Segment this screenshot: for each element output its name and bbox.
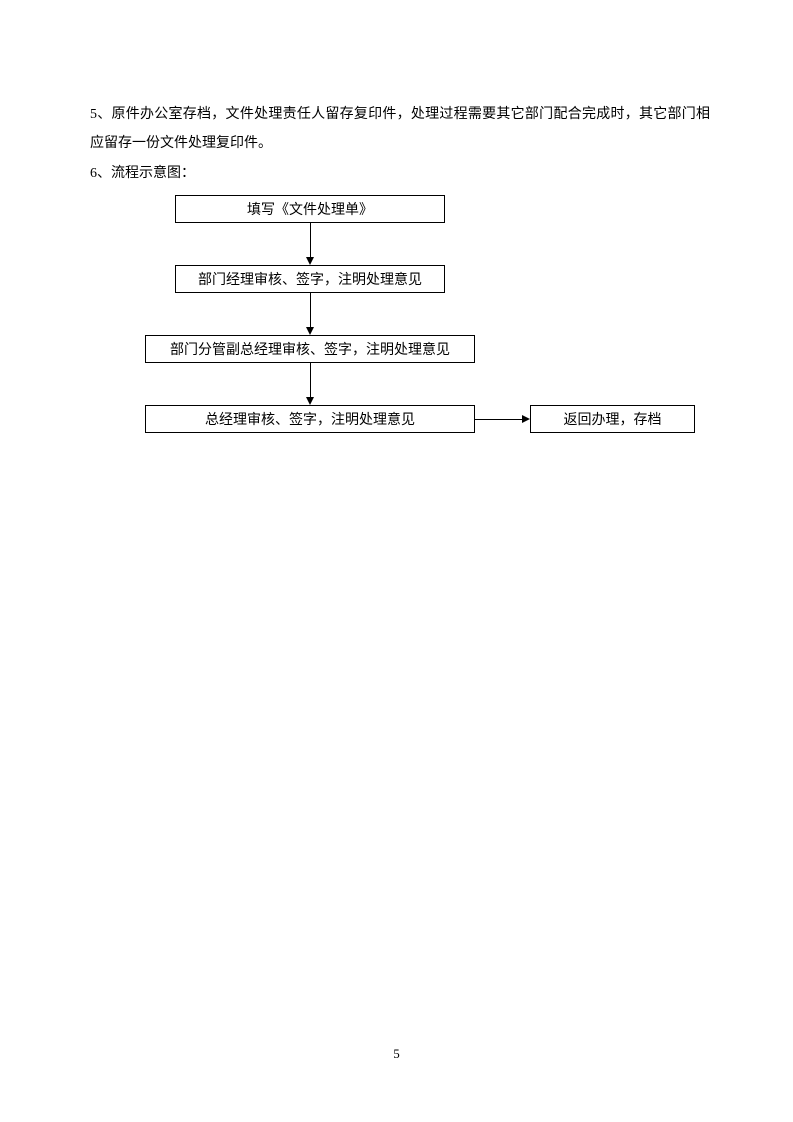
flowchart-node-n3: 部门分管副总经理审核、签字，注明处理意见 <box>145 335 475 363</box>
page-number: 5 <box>0 1046 793 1062</box>
flowchart-edge <box>310 363 311 397</box>
flowchart-node-n5: 返回办理，存档 <box>530 405 695 433</box>
flowchart-edge <box>310 293 311 327</box>
flowchart-node-n2: 部门经理审核、签字，注明处理意见 <box>175 265 445 293</box>
paragraph-5: 5、原件办公室存档，文件处理责任人留存复印件，处理过程需要其它部门配合完成时，其… <box>90 100 710 159</box>
arrow-head-icon <box>306 327 314 335</box>
flowchart-node-n1: 填写《文件处理单》 <box>175 195 445 223</box>
arrow-head-icon <box>306 257 314 265</box>
arrow-head-icon <box>522 415 530 423</box>
flowchart-node-n4: 总经理审核、签字，注明处理意见 <box>145 405 475 433</box>
arrow-head-icon <box>306 397 314 405</box>
flowchart: 填写《文件处理单》部门经理审核、签字，注明处理意见部门分管副总经理审核、签字，注… <box>90 195 710 475</box>
paragraph-6: 6、流程示意图： <box>90 159 710 188</box>
flowchart-edge <box>310 223 311 257</box>
flowchart-edge <box>475 419 522 420</box>
body-text: 5、原件办公室存档，文件处理责任人留存复印件，处理过程需要其它部门配合完成时，其… <box>90 100 710 188</box>
